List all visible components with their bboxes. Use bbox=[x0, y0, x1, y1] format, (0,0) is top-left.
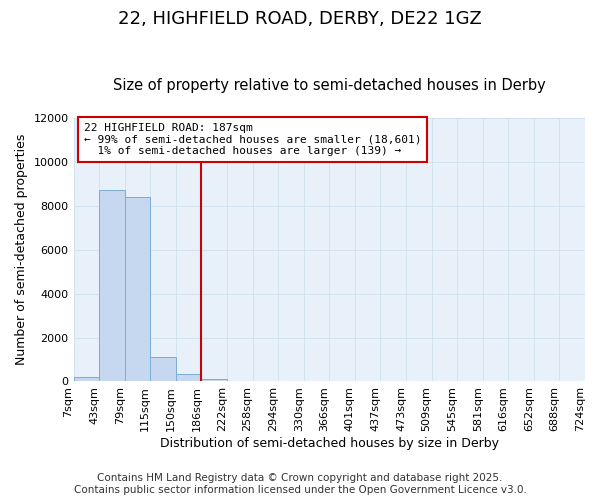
Text: Contains HM Land Registry data © Crown copyright and database right 2025.
Contai: Contains HM Land Registry data © Crown c… bbox=[74, 474, 526, 495]
Bar bbox=[202, 380, 227, 382]
Title: Size of property relative to semi-detached houses in Derby: Size of property relative to semi-detach… bbox=[113, 78, 545, 93]
X-axis label: Distribution of semi-detached houses by size in Derby: Distribution of semi-detached houses by … bbox=[160, 437, 499, 450]
Y-axis label: Number of semi-detached properties: Number of semi-detached properties bbox=[15, 134, 28, 366]
Bar bbox=[150, 358, 176, 382]
Bar bbox=[99, 190, 125, 382]
Text: 22 HIGHFIELD ROAD: 187sqm
← 99% of semi-detached houses are smaller (18,601)
  1: 22 HIGHFIELD ROAD: 187sqm ← 99% of semi-… bbox=[84, 123, 421, 156]
Bar bbox=[176, 374, 202, 382]
Text: 22, HIGHFIELD ROAD, DERBY, DE22 1GZ: 22, HIGHFIELD ROAD, DERBY, DE22 1GZ bbox=[118, 10, 482, 28]
Bar bbox=[74, 377, 99, 382]
Bar bbox=[125, 197, 150, 382]
